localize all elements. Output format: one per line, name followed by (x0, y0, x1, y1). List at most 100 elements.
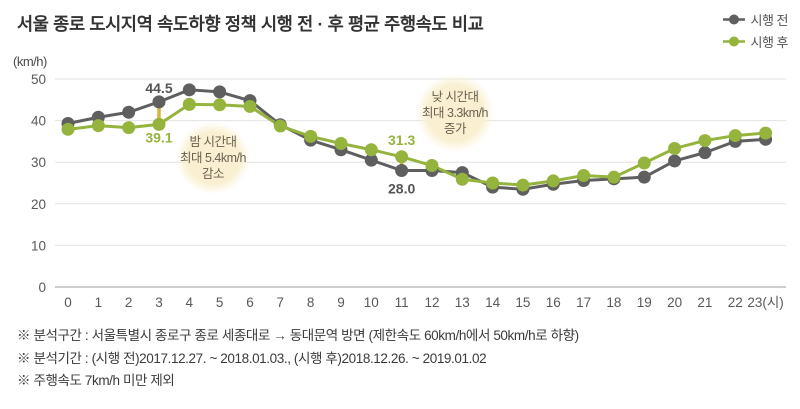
annotation-night-line2: 최대 5.4km/h (180, 151, 246, 165)
point-after-h13 (455, 172, 469, 186)
point-before-h9 (334, 143, 348, 157)
x-tick-8: 8 (307, 295, 315, 310)
point-after-h22 (728, 129, 742, 143)
point-after-h15 (516, 178, 530, 192)
legend-item-1: 시행 후 (722, 32, 789, 51)
y-tick-20: 20 (31, 197, 46, 212)
point-before-h16 (546, 177, 560, 191)
point-before-h5 (213, 85, 227, 99)
point-after-h8 (304, 129, 318, 143)
point-before-h22 (728, 134, 742, 148)
point-before-h19 (637, 170, 651, 184)
legend-label: 시행 후 (750, 35, 789, 50)
point-after-h1 (91, 119, 105, 133)
point-after-h14 (486, 176, 500, 190)
point-after-h17 (577, 169, 591, 183)
point-before-h6 (243, 94, 257, 108)
legend-label: 시행 전 (750, 13, 789, 28)
legend-item-0: 시행 전 (722, 10, 789, 29)
point-after-h16 (546, 174, 560, 188)
point-after-h7 (273, 119, 287, 133)
point-label-28.0: 28.0 (388, 181, 415, 197)
point-after-h2 (122, 121, 136, 135)
chart-title: 서울 종로 도시지역 속도하향 정책 시행 전 · 후 평균 주행속도 비교 (17, 14, 484, 34)
point-label-39.1: 39.1 (145, 129, 172, 145)
x-tick-7: 7 (277, 295, 285, 310)
annotation-night-line3: 감소 (201, 167, 225, 181)
y-tick-0: 0 (38, 280, 46, 295)
legend-marker-icon (722, 36, 745, 47)
annotation-night-line1: 밤 시간대 (189, 135, 237, 149)
footnote-analysis-section: ※ 분석구간 : 서울특별시 종로구 종로 세종대로 → 동대문역 방면 (제한… (17, 328, 579, 343)
point-after-h18 (607, 170, 621, 184)
point-after-h5 (213, 98, 227, 112)
point-after-h11 (395, 150, 409, 164)
point-before-h13 (455, 166, 469, 180)
point-after-h3 (152, 117, 166, 131)
point-before-h21 (698, 146, 712, 160)
x-tick-6: 6 (246, 295, 254, 310)
point-before-h7 (273, 118, 287, 132)
x-tick-16: 16 (546, 295, 561, 310)
x-tick-13: 13 (455, 295, 470, 310)
x-tick-20: 20 (667, 295, 682, 310)
point-before-h8 (304, 133, 318, 147)
point-before-h3 (152, 95, 166, 109)
x-tick-17: 17 (576, 295, 591, 310)
x-tick-19: 19 (637, 295, 652, 310)
x-tick-14: 14 (485, 295, 501, 310)
point-after-h20 (668, 141, 682, 155)
x-tick-5: 5 (216, 295, 224, 310)
x-tick-12: 12 (424, 295, 439, 310)
point-after-h9 (334, 136, 348, 150)
point-before-h1 (91, 110, 105, 124)
annotation-day-line3: 증가 (443, 122, 467, 136)
legend-marker-icon (722, 14, 745, 25)
point-after-h6 (243, 99, 257, 113)
point-before-h18 (607, 172, 621, 186)
point-after-h12 (425, 159, 439, 173)
point-before-h12 (425, 164, 439, 178)
point-before-h23 (759, 132, 773, 146)
x-tick-9: 9 (337, 295, 345, 310)
y-tick-30: 30 (31, 155, 46, 170)
point-after-h10 (364, 143, 378, 157)
footnote-analysis-period: ※ 분석기간 : (시행 전)2017.12.27. ~ 2018.01.03.… (17, 350, 487, 366)
x-tick-18: 18 (606, 295, 621, 310)
x-tick-22: 22 (728, 295, 743, 310)
point-before-h17 (577, 174, 591, 188)
point-before-h4 (182, 83, 196, 97)
point-label-31.3: 31.3 (388, 132, 415, 148)
x-tick-1: 1 (95, 295, 103, 310)
y-tick-10: 10 (31, 238, 46, 253)
point-before-h20 (668, 154, 682, 168)
x-tick-15: 15 (515, 295, 530, 310)
x-tick-21: 21 (697, 295, 712, 310)
point-after-h21 (698, 134, 712, 148)
point-label-44.5: 44.5 (145, 80, 172, 96)
x-tick-2: 2 (125, 295, 133, 310)
x-tick-11: 11 (395, 295, 409, 310)
point-after-h4 (182, 97, 196, 111)
y-tick-40: 40 (31, 114, 46, 129)
annotation-night-bubble: 밤 시간대 최대 5.4km/h 감소 (176, 122, 250, 194)
point-before-h0 (61, 117, 75, 131)
point-after-h23 (759, 126, 773, 140)
point-before-h15 (516, 182, 530, 196)
point-before-h2 (122, 105, 136, 119)
footnote-speed-exclusion: ※ 주행속도 7km/h 미만 제외 (17, 373, 175, 388)
y-axis-unit-label: (km/h) (13, 54, 47, 69)
point-after-h19 (637, 156, 651, 170)
x-tick-0: 0 (64, 295, 72, 310)
annotation-day-line2: 최대 3.3km/h (422, 106, 488, 120)
chart-series-layer: 44.5 39.1 31.3 28.0 (61, 80, 773, 197)
x-tick-10: 10 (364, 295, 379, 310)
point-before-h14 (486, 180, 500, 194)
x-tick-23: 23(시) (747, 295, 783, 310)
point-before-h10 (364, 153, 378, 167)
point-before-h11 (395, 164, 409, 178)
x-tick-4: 4 (186, 295, 194, 310)
point-after-h0 (61, 122, 75, 136)
